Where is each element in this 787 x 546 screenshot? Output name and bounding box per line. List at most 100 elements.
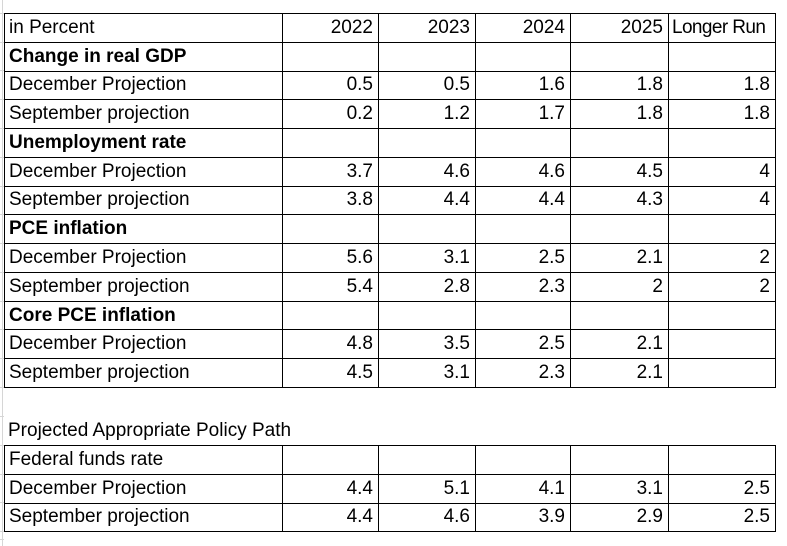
- cell[interactable]: [475, 300, 571, 331]
- cell[interactable]: 2.5: [668, 502, 776, 533]
- cell[interactable]: 2.9: [570, 502, 669, 533]
- cell[interactable]: 4.3: [570, 185, 669, 216]
- year-header-2023[interactable]: 2023: [378, 13, 476, 43]
- row-label[interactable]: Unemployment rate: [4, 128, 283, 158]
- cell[interactable]: [282, 445, 379, 475]
- cell[interactable]: 2: [668, 271, 776, 302]
- row-label[interactable]: September projection: [4, 358, 283, 388]
- cell[interactable]: [378, 300, 476, 331]
- cell[interactable]: [668, 214, 776, 245]
- cell[interactable]: 4.8: [282, 329, 379, 360]
- cell[interactable]: [570, 41, 669, 72]
- year-header-2022[interactable]: 2022: [282, 13, 379, 43]
- gridline-tick: [0, 502, 4, 503]
- year-header-longer-run[interactable]: Longer Run: [668, 13, 776, 43]
- cell[interactable]: [475, 128, 571, 158]
- cell[interactable]: 1.8: [570, 99, 669, 130]
- cell[interactable]: 1.8: [668, 99, 776, 130]
- data-row-unemployment-september: September projection 3.8 4.4 4.4 4.3 4: [4, 185, 776, 216]
- cell[interactable]: 4.1: [475, 473, 571, 504]
- cell[interactable]: [668, 358, 776, 388]
- cell[interactable]: [668, 41, 776, 72]
- row-label[interactable]: PCE inflation: [4, 214, 283, 245]
- cell[interactable]: 5.1: [378, 473, 476, 504]
- cell[interactable]: [570, 445, 669, 475]
- cell[interactable]: 3.5: [378, 329, 476, 360]
- cell[interactable]: 5.4: [282, 271, 379, 302]
- cell[interactable]: 4.6: [378, 156, 476, 187]
- cell[interactable]: [378, 41, 476, 72]
- row-label[interactable]: Core PCE inflation: [4, 300, 283, 331]
- row-label[interactable]: Change in real GDP: [4, 41, 283, 72]
- cell[interactable]: 4.5: [570, 156, 669, 187]
- row-label[interactable]: December Projection: [4, 70, 283, 101]
- cell[interactable]: 4.4: [282, 502, 379, 533]
- policy-path-title[interactable]: Projected Appropriate Policy Path: [8, 420, 292, 441]
- cell[interactable]: 0.2: [282, 99, 379, 130]
- cell[interactable]: 2.3: [475, 271, 571, 302]
- cell[interactable]: 4: [668, 156, 776, 187]
- cell[interactable]: 3.1: [378, 243, 476, 273]
- cell[interactable]: 3.8: [282, 185, 379, 216]
- cell[interactable]: 4.4: [282, 473, 379, 504]
- cell[interactable]: 2.5: [668, 473, 776, 504]
- cell[interactable]: 2.5: [475, 329, 571, 360]
- cell[interactable]: 3.7: [282, 156, 379, 187]
- cell[interactable]: 1.2: [378, 99, 476, 130]
- row-label[interactable]: September projection: [4, 185, 283, 216]
- cell[interactable]: 5.6: [282, 243, 379, 273]
- row-label[interactable]: September projection: [4, 271, 283, 302]
- cell[interactable]: [668, 300, 776, 331]
- cell[interactable]: 2.3: [475, 358, 571, 388]
- cell[interactable]: [570, 128, 669, 158]
- gridline-tick: [0, 99, 4, 100]
- cell[interactable]: 4.4: [475, 185, 571, 216]
- cell[interactable]: 2.5: [475, 243, 571, 273]
- cell[interactable]: [282, 41, 379, 72]
- row-label[interactable]: December Projection: [4, 329, 283, 360]
- cell[interactable]: [475, 41, 571, 72]
- row-label[interactable]: December Projection: [4, 473, 283, 504]
- cell[interactable]: [475, 214, 571, 245]
- row-label[interactable]: December Projection: [4, 156, 283, 187]
- cell[interactable]: 3.9: [475, 502, 571, 533]
- unit-label-cell[interactable]: in Percent: [4, 13, 283, 43]
- row-label[interactable]: September projection: [4, 502, 283, 533]
- cell[interactable]: [475, 445, 571, 475]
- cell[interactable]: [282, 214, 379, 245]
- row-label[interactable]: Federal funds rate: [4, 445, 283, 475]
- cell[interactable]: 2: [570, 271, 669, 302]
- cell[interactable]: 4.5: [282, 358, 379, 388]
- cell[interactable]: 2.1: [570, 358, 669, 388]
- cell[interactable]: [282, 128, 379, 158]
- row-label[interactable]: September projection: [4, 99, 283, 130]
- cell[interactable]: [668, 128, 776, 158]
- year-header-2025[interactable]: 2025: [570, 13, 669, 43]
- cell[interactable]: 0.5: [378, 70, 476, 101]
- cell[interactable]: [570, 300, 669, 331]
- cell[interactable]: 2.1: [570, 329, 669, 360]
- cell[interactable]: [282, 300, 379, 331]
- cell[interactable]: 4.6: [378, 502, 476, 533]
- cell[interactable]: [378, 214, 476, 245]
- cell[interactable]: 0.5: [282, 70, 379, 101]
- cell[interactable]: 4.4: [378, 185, 476, 216]
- cell[interactable]: [668, 445, 776, 475]
- row-label[interactable]: December Projection: [4, 243, 283, 273]
- cell[interactable]: [378, 128, 476, 158]
- cell[interactable]: 1.8: [570, 70, 669, 101]
- cell[interactable]: 1.6: [475, 70, 571, 101]
- year-header-2024[interactable]: 2024: [475, 13, 571, 43]
- cell[interactable]: 2.1: [570, 243, 669, 273]
- cell[interactable]: [570, 214, 669, 245]
- cell[interactable]: 3.1: [570, 473, 669, 504]
- cell[interactable]: [668, 329, 776, 360]
- cell[interactable]: 1.7: [475, 99, 571, 130]
- cell[interactable]: 4.6: [475, 156, 571, 187]
- cell[interactable]: 3.1: [378, 358, 476, 388]
- cell[interactable]: 1.8: [668, 70, 776, 101]
- cell[interactable]: [378, 445, 476, 475]
- cell[interactable]: 2: [668, 243, 776, 273]
- cell[interactable]: 2.8: [378, 271, 476, 302]
- cell[interactable]: 4: [668, 185, 776, 216]
